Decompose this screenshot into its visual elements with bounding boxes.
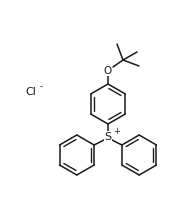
Text: S: S (105, 132, 112, 142)
Text: Cl: Cl (25, 87, 36, 97)
Text: -: - (40, 83, 43, 91)
Text: +: + (114, 127, 120, 137)
Text: O: O (104, 66, 112, 76)
